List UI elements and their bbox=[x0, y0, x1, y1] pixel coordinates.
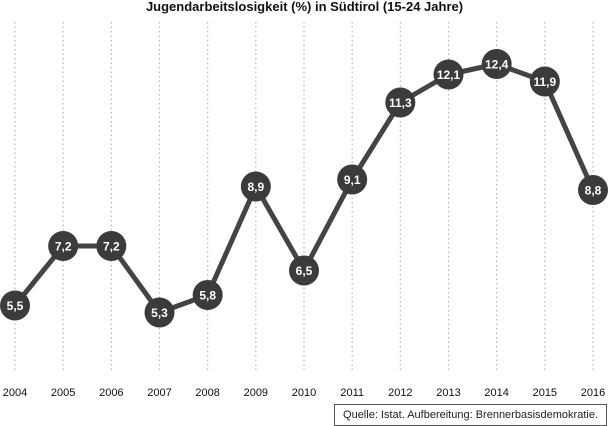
x-tick-label: 2008 bbox=[195, 387, 219, 399]
data-point-marker bbox=[481, 49, 512, 79]
data-point-marker bbox=[578, 175, 608, 205]
data-point-marker bbox=[433, 59, 464, 90]
x-tick-label: 2004 bbox=[3, 387, 27, 399]
data-label: 8,8 bbox=[585, 184, 602, 198]
data-point-marker bbox=[96, 231, 127, 261]
data-label: 5,3 bbox=[151, 306, 168, 320]
data-label: 8,9 bbox=[247, 180, 264, 194]
x-tick-label: 2010 bbox=[292, 387, 316, 399]
data-point-marker bbox=[192, 280, 223, 310]
x-tick-label: 2006 bbox=[99, 387, 123, 399]
x-tick-label: 2015 bbox=[533, 387, 557, 399]
data-point-marker bbox=[48, 231, 79, 261]
data-point-marker bbox=[337, 164, 368, 195]
data-label: 6,5 bbox=[296, 264, 313, 278]
data-label: 7,2 bbox=[55, 240, 72, 254]
data-points: 5,5 7,2 7,2 5,3 5,8 8,9 6,5 9,1 11,3 12,1 12,4 11,9… bbox=[0, 49, 608, 328]
data-label: 11,9 bbox=[533, 75, 556, 89]
data-point-marker bbox=[529, 66, 560, 97]
data-label: 12,4 bbox=[485, 58, 509, 72]
x-axis-ticks: 2004 2005 2006 2007 2008 2009 2010 2011 2012 2013… bbox=[3, 387, 605, 399]
data-label: 11,3 bbox=[389, 96, 412, 110]
x-tick-label: 2007 bbox=[147, 387, 171, 399]
x-tick-label: 2014 bbox=[484, 387, 508, 399]
x-tick-label: 2011 bbox=[340, 387, 364, 399]
x-tick-label: 2009 bbox=[244, 387, 268, 399]
x-tick-label: 2016 bbox=[581, 387, 605, 399]
data-label: 7,2 bbox=[103, 240, 120, 254]
source-note: Quelle: Istat. Aufbereitung: Brennerbasi… bbox=[334, 404, 607, 426]
data-label: 12,1 bbox=[437, 68, 461, 82]
chart-title: Jugendarbeitslosigkeit (%) in Südtirol (… bbox=[145, 0, 464, 14]
data-point-marker bbox=[0, 290, 30, 321]
data-point-marker bbox=[240, 171, 271, 202]
data-label: 5,5 bbox=[7, 299, 24, 313]
data-point-marker bbox=[385, 87, 416, 118]
data-point-marker bbox=[289, 255, 319, 286]
x-tick-label: 2005 bbox=[51, 387, 75, 399]
x-tick-label: 2013 bbox=[436, 387, 460, 399]
data-label: 9,1 bbox=[344, 173, 361, 187]
data-point-marker bbox=[144, 297, 175, 328]
x-tick-label: 2012 bbox=[388, 387, 412, 399]
data-label: 5,8 bbox=[199, 289, 216, 303]
